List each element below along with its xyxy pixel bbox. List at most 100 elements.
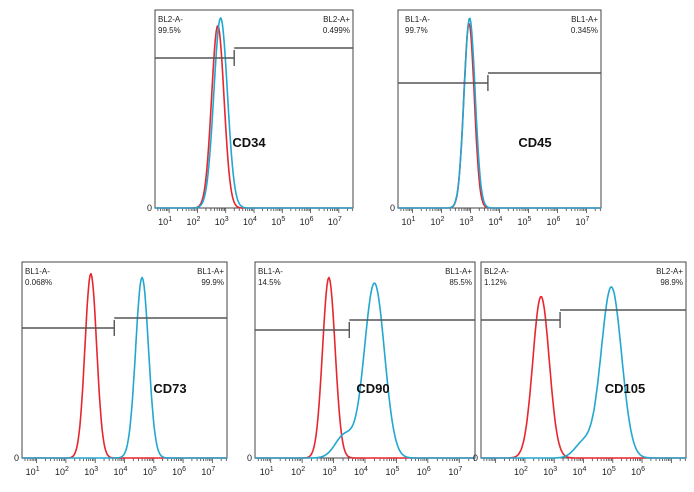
x-tick-base: 10 <box>460 217 470 227</box>
y-zero-label: 0 <box>147 203 152 213</box>
x-tick-label: 105 <box>385 466 399 477</box>
histogram-curve-stain <box>255 282 475 459</box>
x-tick-base: 10 <box>514 467 524 477</box>
x-tick-exponent: 5 <box>395 466 399 473</box>
x-tick-exponent: 2 <box>441 216 445 223</box>
x-tick-exponent: 5 <box>528 216 532 223</box>
x-tick-label: 101 <box>26 466 40 477</box>
x-tick-label: 107 <box>328 216 342 227</box>
gate-positive-percent: 0.499% <box>323 26 350 35</box>
gate-negative-percent: 1.12% <box>484 278 507 287</box>
x-tick-base: 10 <box>201 467 211 477</box>
x-tick-exponent: 3 <box>553 466 557 473</box>
x-tick-exponent: 1 <box>168 216 172 223</box>
marker-label: CD73 <box>153 381 186 396</box>
x-tick-exponent: 4 <box>253 216 257 223</box>
x-tick-label: 101 <box>402 216 416 227</box>
gate-positive-name: BL2-A+ <box>323 15 350 24</box>
x-tick-label: 103 <box>543 466 557 477</box>
x-tick-label: 105 <box>518 216 532 227</box>
x-tick-exponent: 7 <box>338 216 342 223</box>
marker-label: CD90 <box>356 381 389 396</box>
x-tick-exponent: 4 <box>364 466 368 473</box>
x-tick-base: 10 <box>354 467 364 477</box>
x-tick-exponent: 6 <box>557 216 561 223</box>
histogram-curve-stain <box>481 286 686 459</box>
x-tick-base: 10 <box>417 467 427 477</box>
x-tick-label: 103 <box>84 466 98 477</box>
x-tick-label: 105 <box>602 466 616 477</box>
x-tick-base: 10 <box>547 217 557 227</box>
gate-positive-percent: 0.345% <box>571 26 598 35</box>
x-tick-exponent: 3 <box>333 466 337 473</box>
x-tick-base: 10 <box>243 217 253 227</box>
y-zero-label: 0 <box>390 203 395 213</box>
x-tick-exponent: 7 <box>211 466 215 473</box>
marker-label: CD105 <box>605 381 645 396</box>
x-tick-exponent: 6 <box>182 466 186 473</box>
gate-negative-percent: 0.068% <box>25 278 52 287</box>
x-tick-label: 106 <box>547 216 561 227</box>
x-tick-exponent: 1 <box>36 466 40 473</box>
x-tick-label: 104 <box>243 216 257 227</box>
gate-negative-name: BL1-A- <box>405 15 430 24</box>
x-tick-label: 102 <box>186 216 200 227</box>
x-tick-label: 102 <box>431 216 445 227</box>
x-tick-base: 10 <box>518 217 528 227</box>
gate-negative-name: BL2-A- <box>484 267 509 276</box>
x-tick-base: 10 <box>158 217 168 227</box>
x-tick-label: 106 <box>300 216 314 227</box>
x-tick-label: 103 <box>460 216 474 227</box>
x-tick-label: 103 <box>323 466 337 477</box>
x-tick-label: 105 <box>271 216 285 227</box>
x-tick-base: 10 <box>260 467 270 477</box>
x-tick-exponent: 7 <box>586 216 590 223</box>
x-tick-base: 10 <box>300 217 310 227</box>
x-tick-exponent: 5 <box>153 466 157 473</box>
x-tick-exponent: 2 <box>196 216 200 223</box>
x-tick-exponent: 5 <box>612 466 616 473</box>
histogram-curve-stain <box>155 17 353 209</box>
x-tick-base: 10 <box>402 217 412 227</box>
gate-positive-percent: 85.5% <box>449 278 472 287</box>
x-tick-base: 10 <box>631 467 641 477</box>
gate-positive-name: BL2-A+ <box>656 267 683 276</box>
x-tick-base: 10 <box>573 467 583 477</box>
x-tick-base: 10 <box>431 217 441 227</box>
x-tick-label: 104 <box>489 216 503 227</box>
x-tick-exponent: 7 <box>458 466 462 473</box>
x-tick-exponent: 4 <box>583 466 587 473</box>
gate-negative-name: BL2-A- <box>158 15 183 24</box>
gate-positive-name: BL1-A+ <box>197 267 224 276</box>
gate-negative-name: BL1-A- <box>258 267 283 276</box>
x-tick-label: 106 <box>417 466 431 477</box>
x-tick-exponent: 2 <box>301 466 305 473</box>
x-tick-label: 107 <box>576 216 590 227</box>
x-tick-label: 102 <box>514 466 528 477</box>
x-tick-exponent: 4 <box>124 466 128 473</box>
x-tick-base: 10 <box>26 467 36 477</box>
x-tick-base: 10 <box>543 467 553 477</box>
x-tick-label: 101 <box>260 466 274 477</box>
y-zero-label: 0 <box>473 453 478 463</box>
y-zero-label: 0 <box>14 453 19 463</box>
x-tick-exponent: 1 <box>270 466 274 473</box>
x-tick-base: 10 <box>271 217 281 227</box>
gate-negative-name: BL1-A- <box>25 267 50 276</box>
x-tick-base: 10 <box>602 467 612 477</box>
gate-negative-percent: 99.5% <box>158 26 181 35</box>
x-tick-label: 106 <box>631 466 645 477</box>
x-tick-base: 10 <box>576 217 586 227</box>
x-tick-label: 103 <box>215 216 229 227</box>
marker-label: CD45 <box>518 135 551 150</box>
x-tick-exponent: 3 <box>470 216 474 223</box>
x-tick-label: 102 <box>291 466 305 477</box>
x-tick-label: 104 <box>114 466 128 477</box>
x-tick-label: 107 <box>448 466 462 477</box>
x-tick-label: 104 <box>573 466 587 477</box>
x-tick-exponent: 6 <box>641 466 645 473</box>
